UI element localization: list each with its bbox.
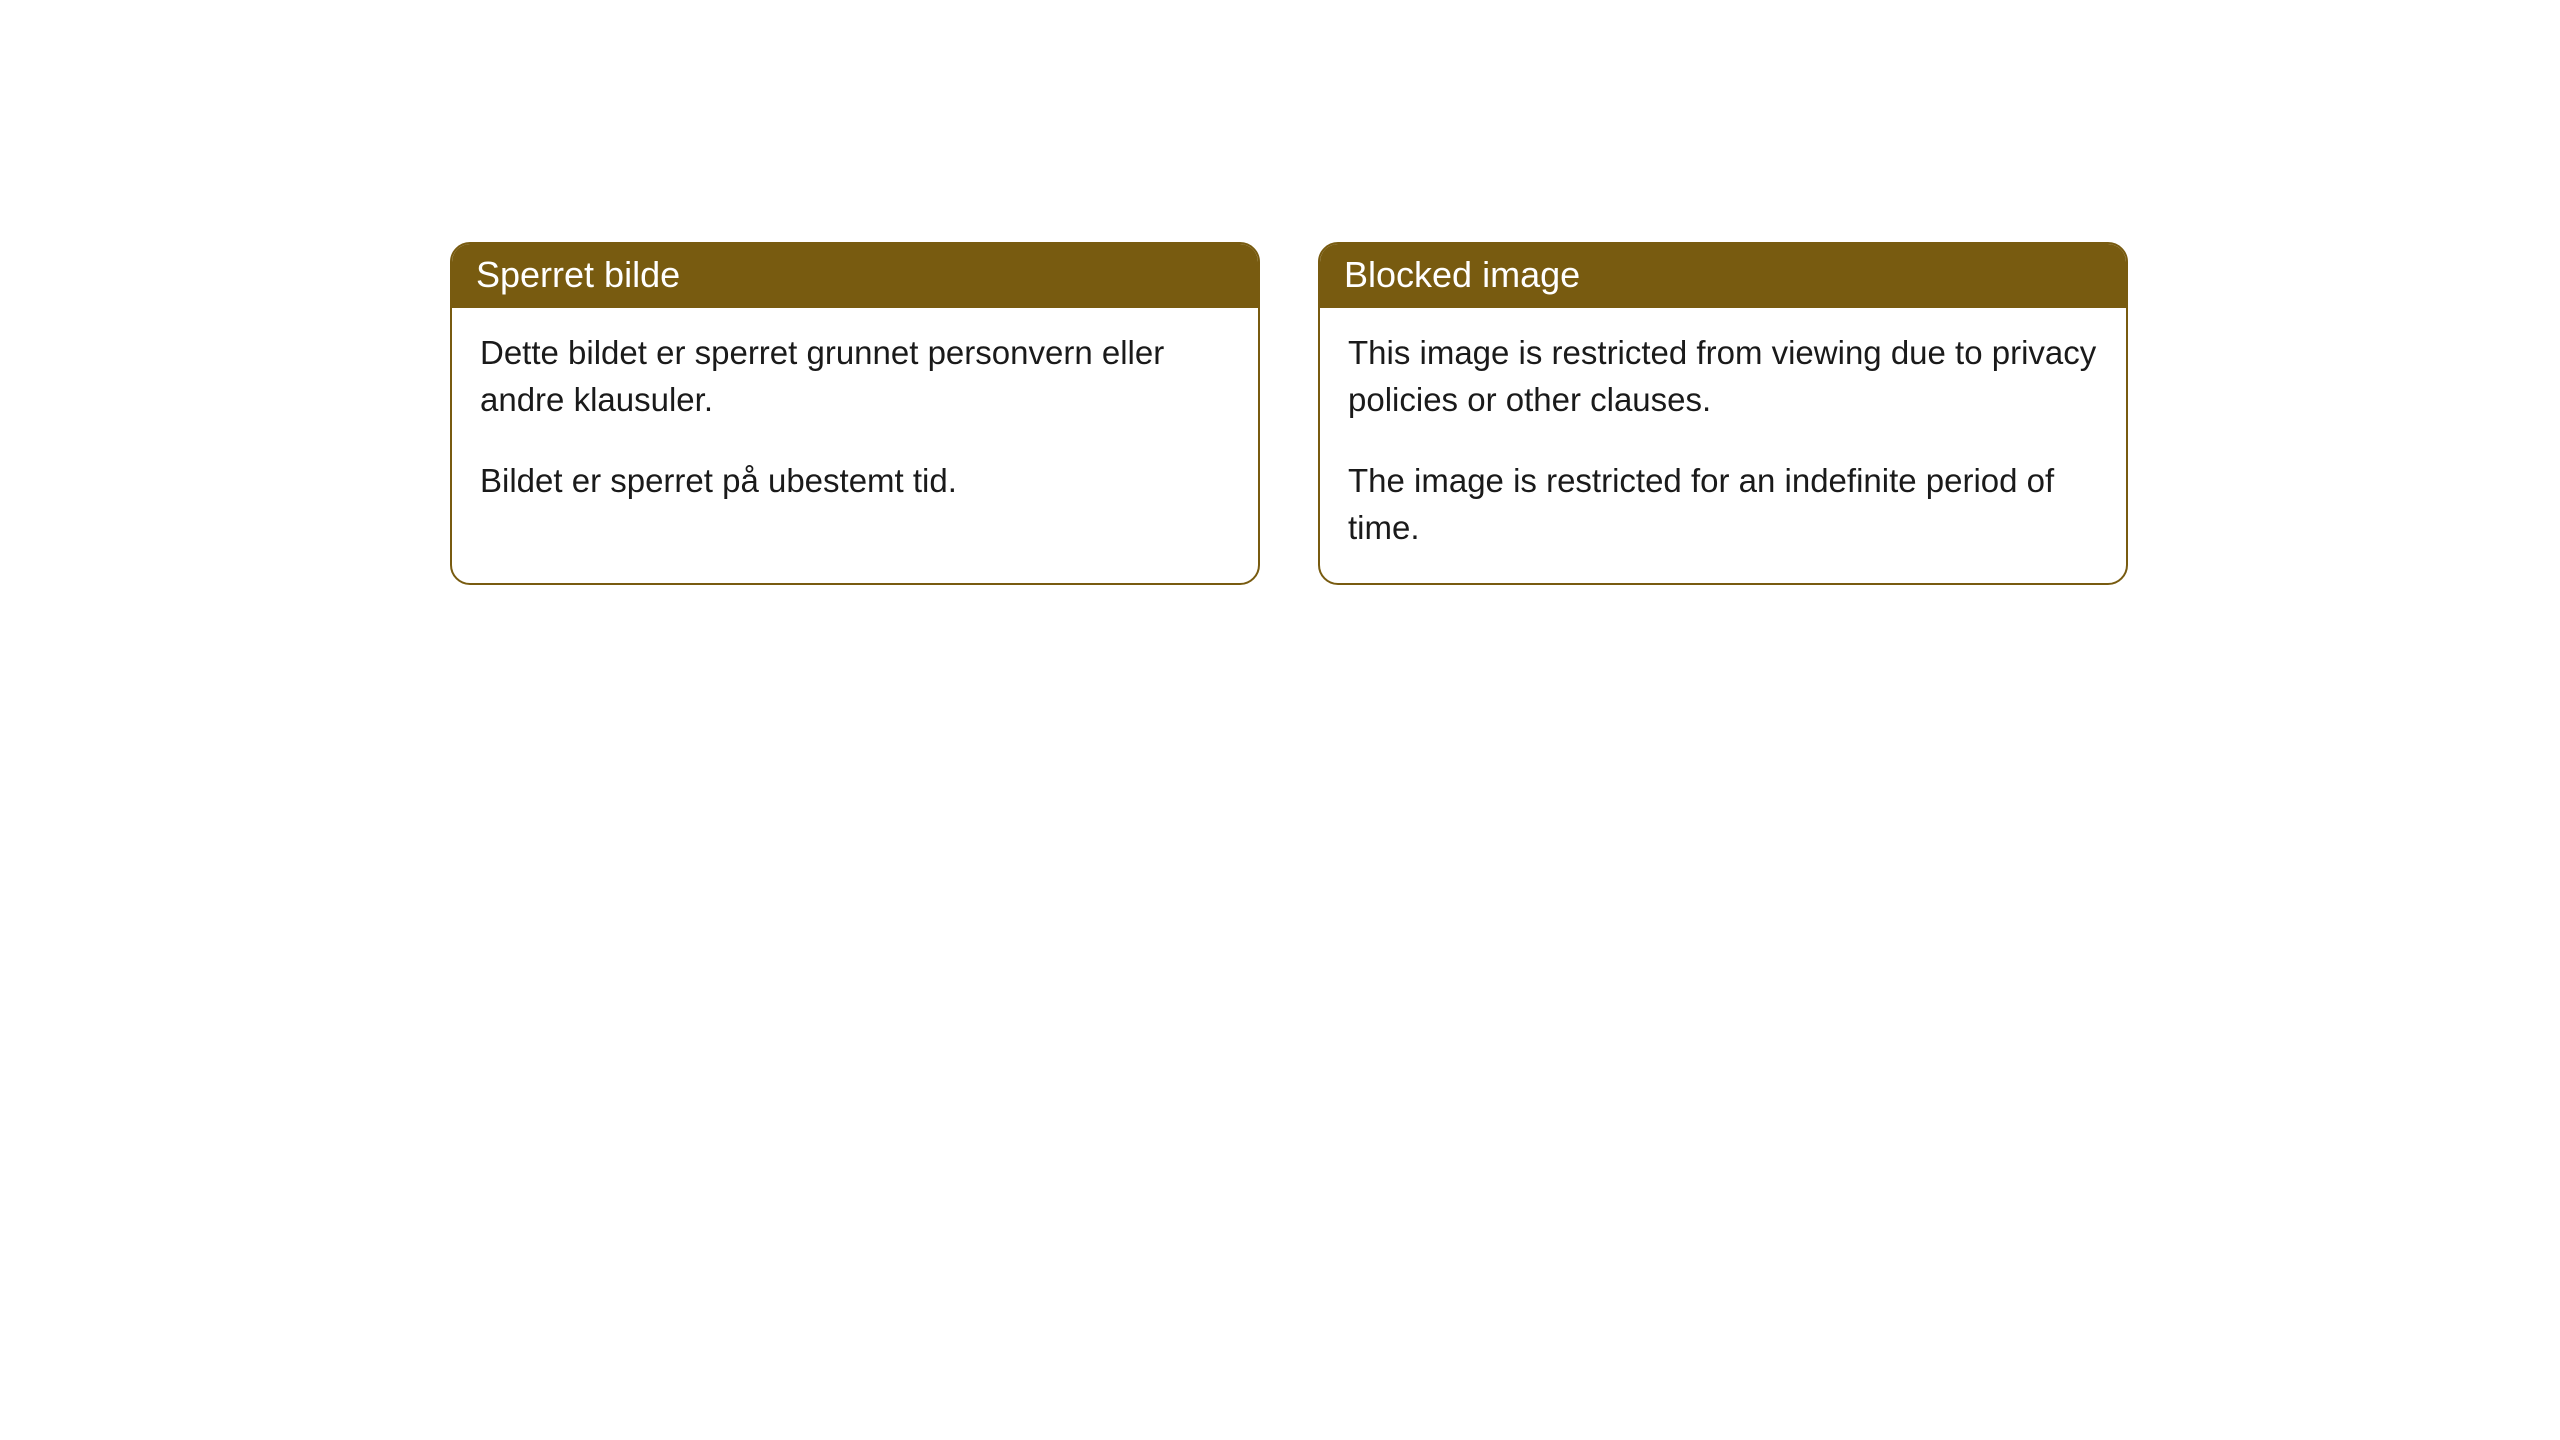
card-body: This image is restricted from viewing du… xyxy=(1320,308,2126,583)
notice-cards-container: Sperret bilde Dette bildet er sperret gr… xyxy=(450,242,2128,585)
card-header: Blocked image xyxy=(1320,244,2126,308)
card-paragraph: This image is restricted from viewing du… xyxy=(1348,330,2098,424)
card-title: Blocked image xyxy=(1344,254,1580,295)
card-body: Dette bildet er sperret grunnet personve… xyxy=(452,308,1258,537)
notice-card-english: Blocked image This image is restricted f… xyxy=(1318,242,2128,585)
card-paragraph: Bildet er sperret på ubestemt tid. xyxy=(480,458,1230,505)
notice-card-norwegian: Sperret bilde Dette bildet er sperret gr… xyxy=(450,242,1260,585)
card-header: Sperret bilde xyxy=(452,244,1258,308)
card-paragraph: Dette bildet er sperret grunnet personve… xyxy=(480,330,1230,424)
card-paragraph: The image is restricted for an indefinit… xyxy=(1348,458,2098,552)
card-title: Sperret bilde xyxy=(476,254,680,295)
